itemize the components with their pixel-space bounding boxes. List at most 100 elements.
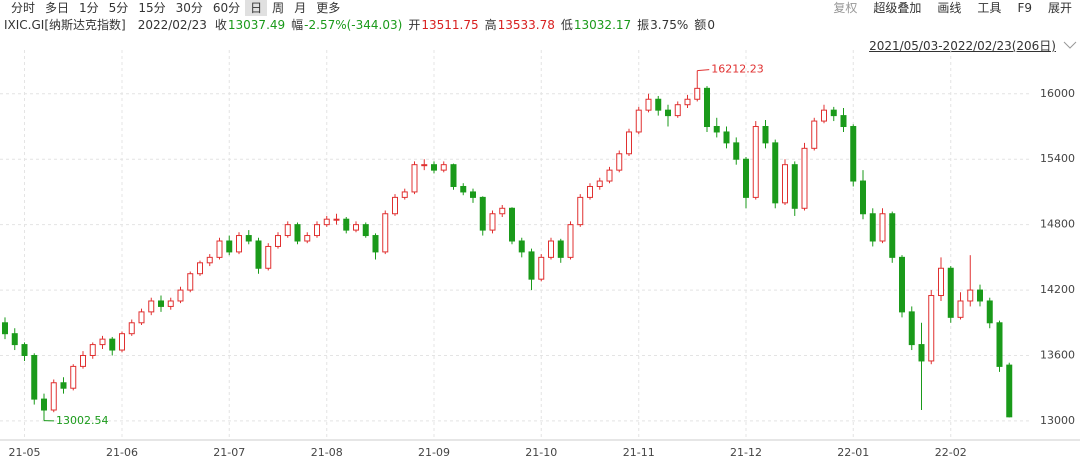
candle-body xyxy=(392,196,398,215)
period-button[interactable]: 60分 xyxy=(212,1,241,15)
candle-body xyxy=(382,213,389,253)
tool-button[interactable]: F9 xyxy=(1017,1,1032,15)
tool-button[interactable]: 复权 xyxy=(833,1,858,15)
quote-bar: IXIC.GI[纳斯达克指数] 2022/02/23 收13037.49 幅-2.57… xyxy=(4,17,721,33)
tool-button[interactable]: 工具 xyxy=(977,1,1002,15)
candle-body xyxy=(557,240,564,258)
candle-body xyxy=(752,126,759,198)
candle-body xyxy=(11,333,18,346)
range-arrow xyxy=(1063,41,1077,49)
candle-body xyxy=(294,224,301,242)
period-button[interactable]: 15分 xyxy=(138,1,166,15)
candle-body xyxy=(830,109,837,117)
candle-body xyxy=(353,224,359,231)
candle-body xyxy=(723,131,730,144)
candle-body xyxy=(743,158,749,198)
candle-body xyxy=(206,256,213,264)
candle-body xyxy=(665,109,671,117)
quote-value: 0 xyxy=(707,18,715,32)
quote-value: 13037.49 xyxy=(227,18,286,32)
candle-body xyxy=(401,191,408,198)
candle-body xyxy=(284,224,291,237)
candle-body xyxy=(947,267,954,318)
quote-label: 开 xyxy=(408,18,421,32)
tool-button[interactable]: 展开 xyxy=(1047,1,1072,15)
quote-label: 高 xyxy=(484,18,497,32)
candle-body xyxy=(255,240,262,269)
tool-button[interactable]: 画线 xyxy=(937,1,962,15)
candle-body xyxy=(791,164,798,209)
quote-label: 低 xyxy=(560,18,573,32)
period-button[interactable]: 分时 xyxy=(11,1,36,15)
candle-body xyxy=(499,207,506,215)
period-button[interactable]: 日 xyxy=(245,0,268,16)
candle-body xyxy=(811,120,818,149)
range-selector[interactable]: 2021/05/03-2022/02/23(206日) xyxy=(869,39,1056,53)
tool-button[interactable]: 超级叠加 xyxy=(873,1,922,15)
candle-body xyxy=(197,262,203,275)
candle-body xyxy=(431,164,437,171)
candle-body xyxy=(70,365,77,389)
candle-body xyxy=(626,131,632,155)
y-tick-label: 14800 xyxy=(1040,218,1075,231)
candle-body xyxy=(762,126,769,144)
candle-body xyxy=(489,213,496,231)
candle-body xyxy=(928,295,935,362)
x-tick-label: 21-07 xyxy=(213,446,245,459)
candle-body xyxy=(323,218,330,226)
candle-body xyxy=(31,354,38,400)
candle-body xyxy=(128,322,135,335)
candle-body xyxy=(226,240,233,253)
candle-body xyxy=(918,344,925,362)
period-button[interactable]: 30分 xyxy=(175,1,203,15)
y-tick-label: 13000 xyxy=(1040,414,1075,427)
period-button[interactable]: 更多 xyxy=(316,1,341,15)
period-button[interactable]: 1分 xyxy=(79,1,99,15)
candle-body xyxy=(860,180,866,215)
candle-body xyxy=(89,344,96,356)
candle-body xyxy=(470,191,476,198)
candle-body xyxy=(977,289,983,302)
candle-body xyxy=(177,289,184,302)
y-tick-label: 15400 xyxy=(1040,152,1075,165)
candle-body xyxy=(460,185,467,193)
max-pointer xyxy=(697,69,710,72)
candle-body xyxy=(2,322,8,335)
quote-label: 收 xyxy=(214,18,227,32)
candle-body xyxy=(967,289,974,302)
period-button[interactable]: 周 xyxy=(272,1,285,15)
period-button[interactable]: 月 xyxy=(294,1,307,15)
candle-body xyxy=(304,235,311,242)
candle-body xyxy=(343,218,350,231)
candle-body xyxy=(567,224,574,258)
quote-label: 幅 xyxy=(291,18,304,32)
candle-body xyxy=(138,311,145,324)
quote-value: 13533.78 xyxy=(497,18,555,32)
y-tick-label: 13600 xyxy=(1040,348,1075,361)
tool-toolbar: 复权 超级叠加 画线 工具 F9 展开 xyxy=(825,0,1080,16)
candle-body xyxy=(869,213,876,242)
candle-body xyxy=(674,104,681,117)
candle-body xyxy=(518,240,525,253)
min-label: 13002.54 xyxy=(56,414,109,427)
period-button[interactable]: 多日 xyxy=(45,1,70,15)
x-tick-label: 21-08 xyxy=(311,446,343,459)
quote-value: 3.75% xyxy=(650,18,689,32)
candle-body xyxy=(109,338,116,351)
y-tick-label: 14200 xyxy=(1040,283,1075,296)
period-button[interactable]: 5分 xyxy=(108,1,129,15)
candle-body xyxy=(889,213,896,258)
candle-body xyxy=(362,224,369,237)
candle-body xyxy=(60,382,67,389)
candle-body xyxy=(41,398,47,411)
candle-body xyxy=(587,185,593,198)
candle-body xyxy=(440,164,447,171)
candle-body xyxy=(577,196,584,226)
candle-body xyxy=(840,115,847,128)
candle-body xyxy=(606,169,613,182)
candle-body xyxy=(21,344,28,356)
candle-body xyxy=(411,164,418,193)
x-tick-label: 21-05 xyxy=(9,446,41,459)
